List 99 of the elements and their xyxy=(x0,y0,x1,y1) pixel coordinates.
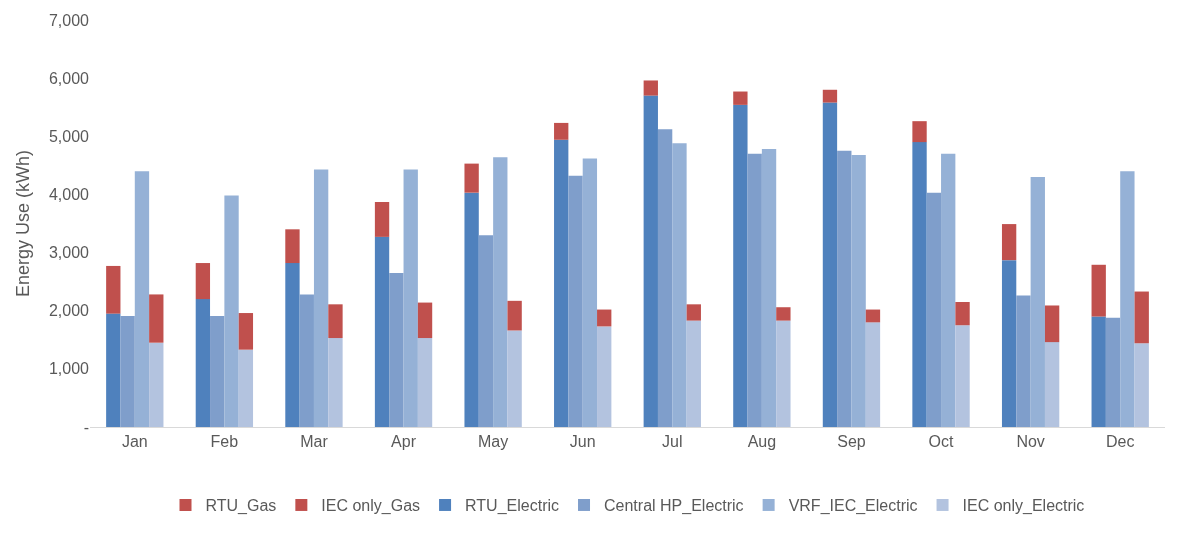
bar xyxy=(478,235,494,427)
bar xyxy=(1134,291,1149,344)
bar xyxy=(597,326,612,427)
bar xyxy=(464,163,479,193)
bar xyxy=(912,142,927,427)
y-tick-label: 5,000 xyxy=(48,127,90,145)
bar xyxy=(776,307,791,321)
bar xyxy=(507,300,522,331)
bar xyxy=(210,315,225,427)
x-tick-label: May xyxy=(478,433,509,451)
bar xyxy=(733,91,748,105)
bar xyxy=(1044,342,1060,427)
bar xyxy=(1001,260,1017,427)
bar xyxy=(554,139,569,427)
x-tick-label: Jan xyxy=(121,433,148,451)
y-tick-label: 2,000 xyxy=(48,302,90,320)
bar xyxy=(837,150,852,427)
bar xyxy=(1120,171,1135,427)
bar xyxy=(761,149,777,427)
bar xyxy=(507,330,522,427)
bar xyxy=(403,169,418,427)
x-tick-label: Sep xyxy=(837,433,866,451)
x-tick-label: Apr xyxy=(391,433,417,451)
bar xyxy=(672,143,687,427)
y-tick-label: 3,000 xyxy=(48,244,90,262)
legend-label: RTU_Gas xyxy=(205,497,277,516)
y-tick-label: 1,000 xyxy=(48,360,90,378)
bar xyxy=(926,192,942,427)
bar xyxy=(643,80,658,96)
bar xyxy=(1134,343,1149,427)
bar xyxy=(865,309,881,323)
legend-label: RTU_Electric xyxy=(465,497,560,516)
x-tick-label: Feb xyxy=(210,433,239,451)
bar xyxy=(313,169,329,427)
bar xyxy=(776,320,791,427)
bar xyxy=(912,121,927,143)
legend-label: IEC only_Gas xyxy=(321,497,421,516)
bar xyxy=(195,263,211,300)
bar xyxy=(149,342,164,427)
y-tick-label: 6,000 xyxy=(48,69,90,87)
x-tick-label: Mar xyxy=(300,433,329,451)
bar xyxy=(1091,264,1106,317)
bar xyxy=(224,195,239,427)
bar xyxy=(238,349,254,427)
bar xyxy=(568,175,583,427)
y-axis-title: Energy Use (kWh) xyxy=(13,149,34,298)
bar xyxy=(1001,224,1017,261)
bar xyxy=(1091,316,1106,427)
bar xyxy=(941,153,956,427)
x-tick-label: Dec xyxy=(1105,433,1135,451)
bar xyxy=(493,157,508,427)
bar xyxy=(657,129,673,427)
bar xyxy=(417,302,433,339)
bar xyxy=(238,313,254,350)
x-tick-label: Nov xyxy=(1016,433,1045,451)
bar xyxy=(464,192,479,427)
x-tick-label: Jul xyxy=(662,433,683,451)
legend-label: VRF_IEC_Electric xyxy=(788,497,918,516)
x-tick-label: Jun xyxy=(569,433,596,451)
bar xyxy=(822,89,838,103)
bar xyxy=(643,95,658,427)
bar xyxy=(106,313,121,427)
bar xyxy=(1105,317,1121,427)
bar xyxy=(686,304,701,321)
bar xyxy=(1016,295,1031,427)
bar xyxy=(686,320,701,427)
bar xyxy=(747,153,762,427)
bar xyxy=(149,294,164,343)
y-tick-label: 7,000 xyxy=(48,11,90,29)
bar xyxy=(374,236,390,427)
bar xyxy=(417,338,433,427)
y-tick-label: - xyxy=(83,418,89,436)
bar xyxy=(285,229,300,264)
x-tick-label: Aug xyxy=(747,433,777,451)
bar xyxy=(120,315,135,427)
bar xyxy=(955,301,970,326)
bar xyxy=(285,263,300,427)
bar xyxy=(328,338,343,427)
bar xyxy=(374,201,390,237)
bar xyxy=(299,294,314,427)
bar xyxy=(1044,305,1060,343)
bar xyxy=(554,122,569,140)
bar xyxy=(851,154,866,427)
bar xyxy=(1030,176,1045,427)
bar xyxy=(389,272,404,427)
legend-label: IEC only_Electric xyxy=(962,497,1085,516)
bar xyxy=(597,309,612,327)
bar xyxy=(134,171,150,427)
bar xyxy=(582,158,598,427)
y-tick-label: 4,000 xyxy=(48,186,90,204)
bar xyxy=(328,304,343,339)
bar xyxy=(733,104,748,427)
bar xyxy=(822,102,838,427)
bar xyxy=(865,322,881,427)
legend-label: Central HP_Electric xyxy=(604,497,744,516)
bar xyxy=(195,299,211,427)
x-tick-label: Oct xyxy=(928,433,955,451)
bar xyxy=(955,325,970,427)
bar xyxy=(106,265,121,314)
